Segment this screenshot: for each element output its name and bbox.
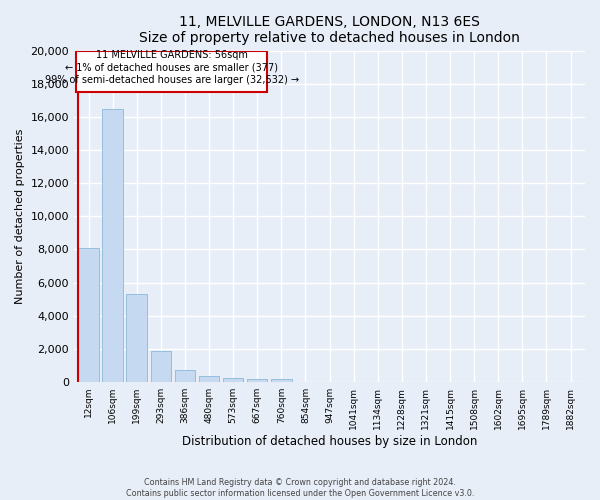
Text: ← 1% of detached houses are smaller (377): ← 1% of detached houses are smaller (377… <box>65 63 278 73</box>
Bar <box>247 378 268 382</box>
Bar <box>175 370 195 382</box>
Bar <box>78 248 99 382</box>
Bar <box>223 378 244 382</box>
Bar <box>103 108 123 382</box>
Text: 99% of semi-detached houses are larger (32,532) →: 99% of semi-detached houses are larger (… <box>44 76 299 86</box>
X-axis label: Distribution of detached houses by size in London: Distribution of detached houses by size … <box>182 434 477 448</box>
Y-axis label: Number of detached properties: Number of detached properties <box>15 128 25 304</box>
Text: Contains HM Land Registry data © Crown copyright and database right 2024.
Contai: Contains HM Land Registry data © Crown c… <box>126 478 474 498</box>
Bar <box>151 352 171 382</box>
Bar <box>199 376 219 382</box>
Title: 11, MELVILLE GARDENS, LONDON, N13 6ES
Size of property relative to detached hous: 11, MELVILLE GARDENS, LONDON, N13 6ES Si… <box>139 15 520 45</box>
Text: 11 MELVILLE GARDENS: 56sqm: 11 MELVILLE GARDENS: 56sqm <box>96 50 248 59</box>
Bar <box>76 50 267 92</box>
Bar <box>127 294 147 382</box>
Bar <box>271 380 292 382</box>
